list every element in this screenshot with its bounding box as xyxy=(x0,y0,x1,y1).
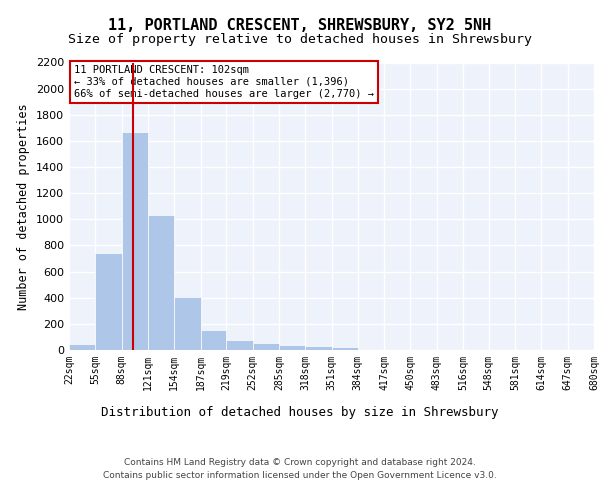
Text: 11, PORTLAND CRESCENT, SHREWSBURY, SY2 5NH: 11, PORTLAND CRESCENT, SHREWSBURY, SY2 5… xyxy=(109,18,491,32)
Bar xyxy=(175,297,200,350)
Bar xyxy=(331,348,358,350)
Text: Contains HM Land Registry data © Crown copyright and database right 2024.: Contains HM Land Registry data © Crown c… xyxy=(124,458,476,467)
Bar xyxy=(122,132,148,350)
Bar xyxy=(200,330,226,350)
Bar xyxy=(95,254,122,350)
Bar xyxy=(226,340,253,350)
Text: Size of property relative to detached houses in Shrewsbury: Size of property relative to detached ho… xyxy=(68,32,532,46)
Text: Distribution of detached houses by size in Shrewsbury: Distribution of detached houses by size … xyxy=(101,406,499,419)
Y-axis label: Number of detached properties: Number of detached properties xyxy=(17,103,31,310)
Text: Contains public sector information licensed under the Open Government Licence v3: Contains public sector information licen… xyxy=(103,470,497,480)
Bar xyxy=(253,344,279,350)
Bar xyxy=(148,216,175,350)
Bar xyxy=(279,346,305,350)
Text: 11 PORTLAND CRESCENT: 102sqm
← 33% of detached houses are smaller (1,396)
66% of: 11 PORTLAND CRESCENT: 102sqm ← 33% of de… xyxy=(74,66,374,98)
Bar xyxy=(305,346,331,350)
Bar xyxy=(69,344,95,350)
